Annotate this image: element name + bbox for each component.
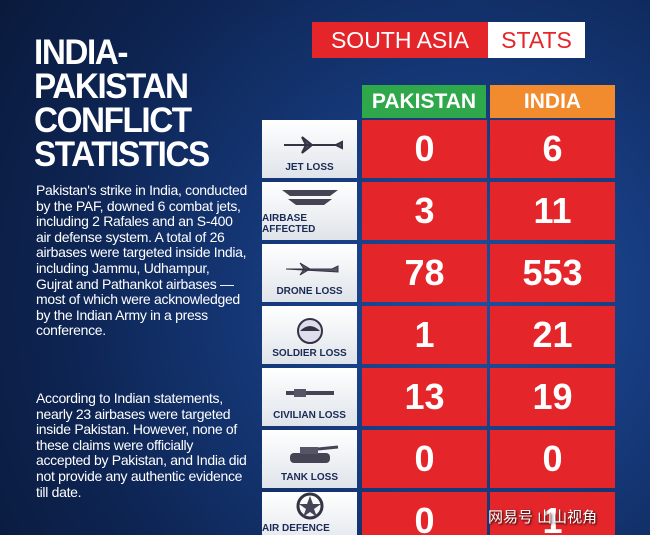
value-cell: 0 <box>362 430 487 488</box>
value-cell: 3 <box>362 182 487 240</box>
value-cell: 6 <box>490 120 615 178</box>
badge-right: STATS <box>488 22 585 58</box>
paragraph: According to Indian statements, nearly 2… <box>36 390 247 500</box>
row-label-text: DRONE LOSS <box>276 286 343 297</box>
value-cell: 21 <box>490 306 615 364</box>
row-label: DRONE LOSS <box>262 244 357 302</box>
value-cell: 0 <box>490 430 615 488</box>
icon <box>285 389 334 397</box>
icon <box>283 136 343 154</box>
row-label: AIR DEFENCE LOSS <box>262 492 357 535</box>
value-cell: 0 <box>362 120 487 178</box>
row-label: TANK LOSS <box>262 430 357 488</box>
icon <box>296 492 323 520</box>
title-line: CONFLICT <box>34 101 192 140</box>
row-label: CIVILIAN LOSS <box>262 368 357 426</box>
title-line: PAKISTAN <box>34 67 189 106</box>
title-line: STATISTICS <box>34 135 210 174</box>
row-label-text: AIRBASE AFFECTED <box>262 213 316 235</box>
value-cell: 13 <box>362 368 487 426</box>
value-cell: 553 <box>490 244 615 302</box>
paragraph: Pakistan's strike in India, conducted by… <box>36 182 248 339</box>
row-label-text: TANK LOSS <box>280 472 339 483</box>
value-cell: 19 <box>490 368 615 426</box>
value-cell: 78 <box>362 244 487 302</box>
icon <box>296 318 323 344</box>
row-label-text: CIVILIAN LOSS <box>273 410 346 421</box>
row-label-text: AIR DEFENCE LOSS <box>262 523 330 535</box>
icon <box>285 262 338 276</box>
value-cell: 1 <box>490 492 615 535</box>
row-label: SOLDIER LOSS <box>262 306 357 364</box>
icon <box>289 445 338 463</box>
column-header: INDIA <box>490 85 615 118</box>
value-cell: 11 <box>490 182 615 240</box>
icon <box>281 190 338 205</box>
value-cell: 0 <box>362 492 487 535</box>
title-line: INDIA- <box>34 33 128 72</box>
row-label-text: JET LOSS <box>285 162 334 173</box>
row-label: AIRBASE AFFECTED <box>262 182 357 240</box>
row-label-text: SOLDIER LOSS <box>272 348 347 359</box>
row-label: JET LOSS <box>262 120 357 178</box>
value-cell: 1 <box>362 306 487 364</box>
badge-left: SOUTH ASIA <box>312 22 488 58</box>
watermark: 网易号 山山视角 <box>488 508 598 526</box>
column-header: PAKISTAN <box>362 85 486 118</box>
